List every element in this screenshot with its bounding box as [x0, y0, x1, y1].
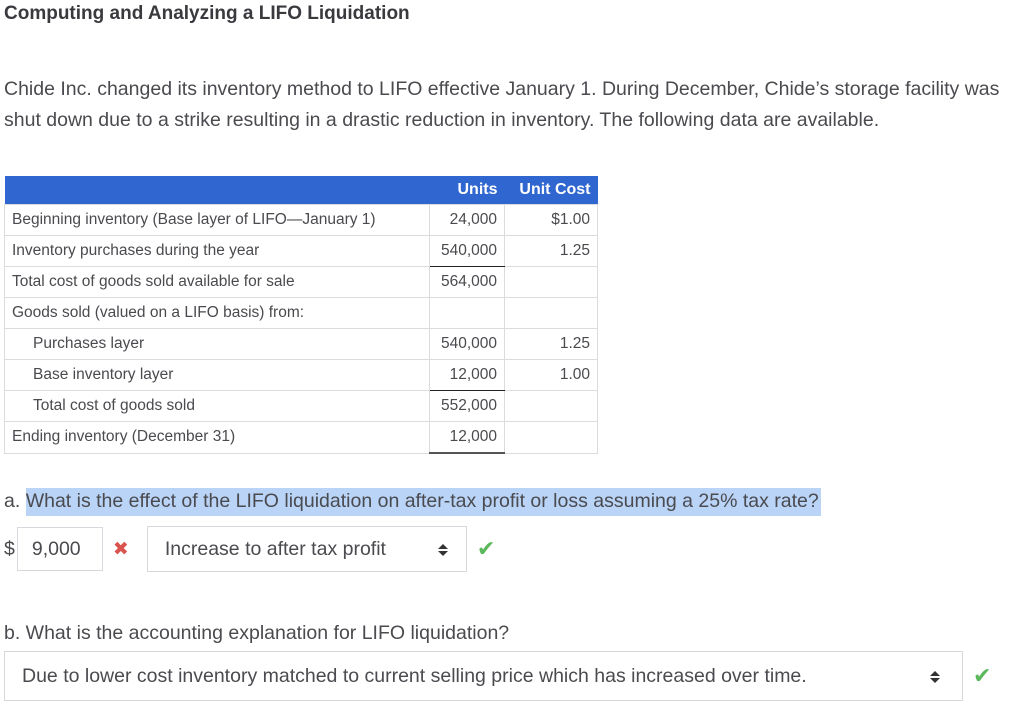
problem-description: Chide Inc. changed its inventory method …	[4, 78, 1000, 131]
row-label: Base inventory layer	[4, 359, 430, 391]
row-label: Inventory purchases during the year	[4, 235, 430, 267]
row-units: 552,000	[429, 390, 505, 422]
header-label	[4, 176, 430, 205]
row-unit-cost	[504, 297, 598, 329]
row-units: 24,000	[429, 204, 505, 236]
row-label: Beginning inventory (Base layer of LIFO—…	[4, 204, 430, 236]
liquidation-explanation-select[interactable]: Due to lower cost inventory matched to c…	[4, 651, 963, 701]
page-title: Computing and Analyzing a LIFO Liquidati…	[4, 3, 410, 24]
after-tax-effect-amount-input[interactable]: 9,000	[16, 527, 103, 571]
header-unit-cost: Unit Cost	[504, 176, 598, 205]
table-row: Ending inventory (December 31) 12,000	[4, 421, 598, 454]
incorrect-icon: ✖	[112, 538, 129, 560]
answer-a-row: $ 9,000 ✖ Increase to after tax profit ✔	[4, 526, 495, 572]
answer-b-row: Due to lower cost inventory matched to c…	[4, 651, 991, 701]
row-unit-cost: 1.25	[504, 235, 598, 267]
question-a-text: What is the effect of the LIFO liquidati…	[25, 488, 821, 516]
question-a-prefix: a.	[4, 490, 26, 512]
row-units: 12,000	[429, 421, 505, 454]
select-arrows-icon	[930, 671, 940, 683]
row-label: Goods sold (valued on a LIFO basis) from…	[4, 297, 430, 329]
row-units: 564,000	[429, 266, 505, 298]
table-row: Purchases layer 540,000 1.25	[4, 328, 598, 360]
row-label: Total cost of goods sold available for s…	[4, 266, 430, 298]
table-row: Beginning inventory (Base layer of LIFO—…	[4, 204, 598, 236]
effect-direction-select[interactable]: Increase to after tax profit	[146, 526, 467, 572]
row-label: Purchases layer	[4, 328, 430, 360]
row-unit-cost	[504, 390, 598, 422]
table-row: Total cost of goods sold 552,000	[4, 390, 598, 422]
table-header-row: Units Unit Cost	[4, 176, 598, 205]
row-unit-cost	[504, 266, 598, 298]
table-row: Base inventory layer 12,000 1.00	[4, 359, 598, 391]
header-units: Units	[429, 176, 505, 205]
row-units: 12,000	[429, 359, 505, 391]
table-row: Total cost of goods sold available for s…	[4, 266, 598, 298]
currency-symbol: $	[4, 537, 15, 560]
row-units: 540,000	[429, 328, 505, 360]
correct-icon: ✔	[973, 663, 992, 688]
row-unit-cost: $1.00	[504, 204, 598, 236]
row-unit-cost: 1.25	[504, 328, 598, 360]
select-arrows-icon	[437, 544, 448, 556]
row-units: 540,000	[429, 235, 505, 267]
question-a: a. What is the effect of the LIFO liquid…	[4, 488, 821, 516]
inventory-data-table: Units Unit Cost Beginning inventory (Bas…	[4, 176, 598, 454]
row-units	[429, 297, 505, 329]
row-label: Ending inventory (December 31)	[4, 421, 430, 454]
row-unit-cost	[504, 421, 598, 454]
correct-icon: ✔	[476, 536, 496, 561]
row-unit-cost: 1.00	[504, 359, 598, 391]
explanation-value: Due to lower cost inventory matched to c…	[22, 664, 807, 687]
table-row: Goods sold (valued on a LIFO basis) from…	[4, 297, 598, 329]
question-b: b. What is the accounting explanation fo…	[4, 622, 510, 644]
row-label: Total cost of goods sold	[4, 390, 430, 422]
effect-direction-value: Increase to after tax profit	[164, 537, 386, 560]
table-row: Inventory purchases during the year 540,…	[4, 235, 598, 267]
